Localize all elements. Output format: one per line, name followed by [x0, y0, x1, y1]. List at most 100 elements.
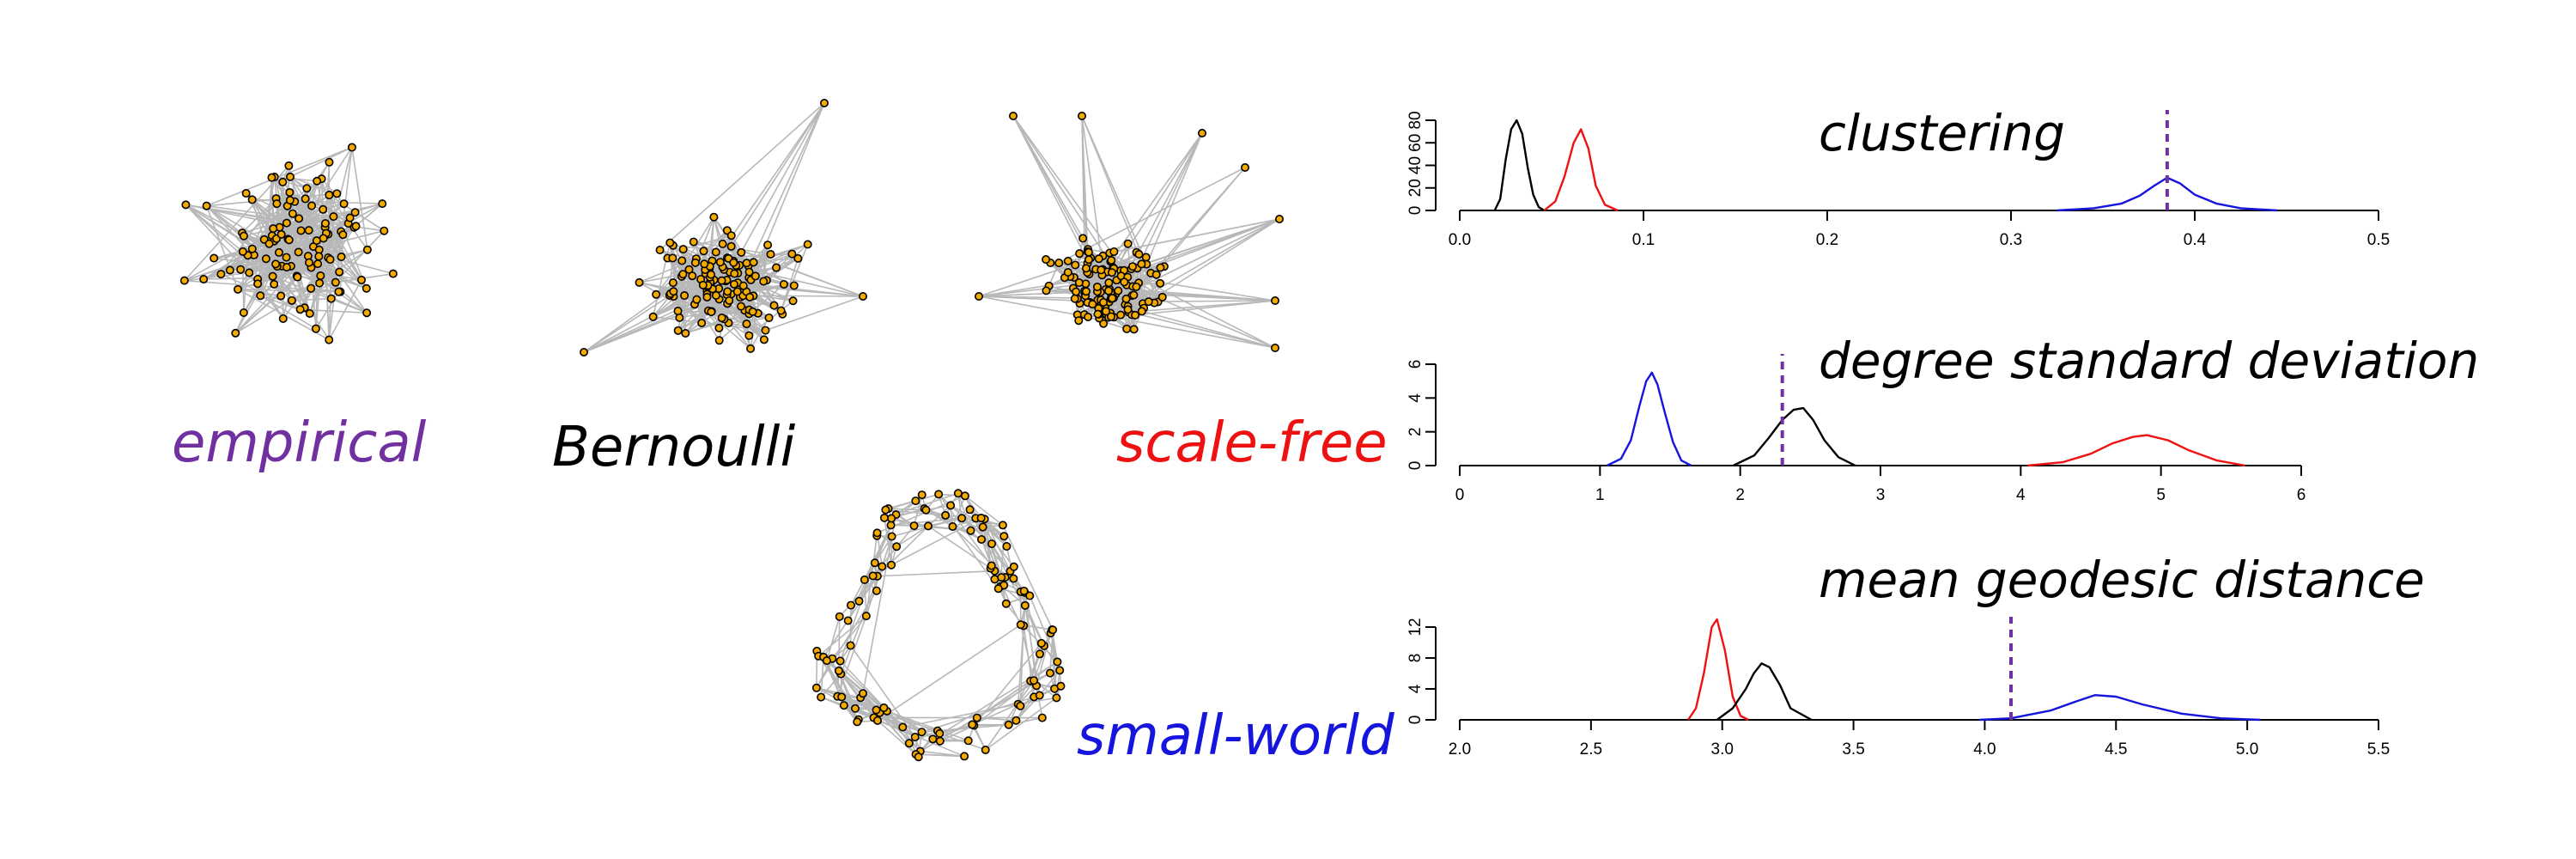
network-node — [817, 692, 826, 702]
network-node — [1042, 286, 1051, 295]
network-node — [946, 501, 956, 510]
x-tick-label: 0.5 — [2367, 231, 2390, 249]
network-node — [1030, 676, 1039, 685]
network-node — [737, 302, 746, 311]
network-node — [835, 656, 845, 666]
network-node — [179, 276, 189, 285]
network-node — [887, 532, 896, 541]
geodesic-axes: 2.0 2.5 3.0 3.5 4.0 4.5 5.0 5.5 0 4 8 12 — [1406, 617, 2390, 758]
network-node — [997, 573, 1006, 582]
bernoulli-network-graph — [579, 99, 867, 356]
network-node — [1144, 297, 1153, 307]
network-node — [225, 265, 234, 275]
network-node — [793, 253, 803, 263]
network-node — [284, 161, 294, 170]
x-tick-label: 2.5 — [1580, 740, 1602, 758]
network-node — [316, 271, 325, 280]
network-node — [331, 277, 340, 287]
network-node — [337, 253, 346, 262]
x-tick-label: 1 — [1595, 486, 1605, 504]
network-node — [1075, 249, 1084, 259]
x-tick-label: 4.5 — [2105, 740, 2127, 758]
network-node — [325, 191, 334, 200]
network-node — [295, 214, 304, 223]
network-node — [976, 514, 986, 523]
network-node — [1141, 253, 1151, 262]
network-node — [668, 278, 677, 288]
network-node — [1055, 666, 1065, 675]
network-node — [247, 244, 257, 253]
network-node — [388, 269, 398, 278]
network-node — [264, 239, 274, 248]
network-node — [216, 270, 226, 279]
network-node — [296, 226, 306, 235]
clustering-title: clustering — [1819, 104, 2065, 162]
network-node — [692, 295, 702, 304]
clustering-panel: clustering 0.0 0.1 0.2 0.3 0.4 0.5 0 20 40 60 80 — [1406, 104, 2390, 249]
network-node — [759, 277, 769, 286]
network-node — [1097, 265, 1106, 275]
network-node — [1094, 254, 1103, 264]
network-node — [879, 513, 889, 522]
bernoulli-label: Bernoulli — [552, 416, 795, 479]
network-node — [904, 739, 914, 748]
network-node — [714, 323, 724, 332]
network-node — [294, 247, 303, 257]
network-node — [707, 308, 716, 317]
network-node — [917, 728, 927, 737]
network-node — [276, 229, 286, 239]
network-node — [378, 199, 387, 209]
network-node — [1128, 262, 1138, 271]
network-node — [854, 596, 864, 606]
network-node — [1104, 278, 1114, 288]
nodes — [179, 143, 398, 344]
network-node — [1156, 278, 1165, 288]
network-node — [1198, 129, 1207, 138]
network-node — [868, 571, 878, 581]
network-node — [253, 279, 263, 289]
clustering-axes: 0.0 0.1 0.2 0.3 0.4 0.5 0 20 40 60 80 — [1406, 110, 2390, 249]
y-tick-label: 0 — [1406, 716, 1425, 725]
small-world-network-graph — [811, 489, 1066, 762]
network-node — [274, 247, 283, 257]
x-tick-label: 3 — [1876, 486, 1886, 504]
network-node — [960, 491, 969, 501]
network-node — [238, 247, 247, 256]
network-node — [972, 713, 981, 722]
density-curve — [1687, 618, 1749, 722]
network-node — [1081, 264, 1091, 273]
network-node — [975, 291, 984, 301]
network-node — [285, 196, 295, 205]
nodes — [579, 99, 867, 356]
network-node — [1081, 287, 1091, 296]
network-node — [1093, 309, 1103, 319]
network-node — [837, 692, 847, 702]
empirical-network-graph — [179, 143, 398, 344]
network-node — [711, 247, 720, 257]
network-node — [729, 279, 738, 289]
network-node — [702, 292, 712, 302]
network-node — [579, 347, 588, 356]
network-node — [1131, 310, 1140, 320]
network-node — [1054, 259, 1064, 268]
network-node — [1123, 305, 1133, 314]
density-curve — [1606, 371, 1692, 467]
network-node — [914, 752, 923, 762]
network-node — [304, 226, 313, 235]
network-node — [968, 720, 977, 729]
network-node — [750, 271, 760, 281]
network-node — [199, 275, 209, 284]
network-node — [1078, 112, 1087, 121]
x-tick-label: 5 — [2156, 486, 2166, 504]
network-node — [311, 324, 320, 333]
degree-sd-title: degree standard deviation — [1819, 332, 2479, 390]
network-node — [1107, 268, 1116, 277]
network-node — [744, 331, 754, 340]
network-node — [241, 189, 251, 198]
network-node — [870, 558, 879, 568]
network-node — [202, 201, 211, 210]
network-node — [302, 184, 312, 193]
network-node — [892, 542, 902, 551]
y-tick-label: 80 — [1406, 111, 1425, 129]
network-node — [325, 335, 334, 344]
